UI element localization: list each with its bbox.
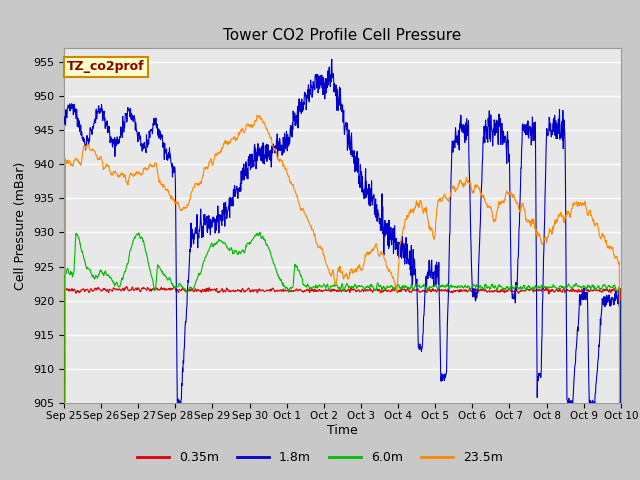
Y-axis label: Cell Pressure (mBar): Cell Pressure (mBar) [15, 161, 28, 290]
Legend: 0.35m, 1.8m, 6.0m, 23.5m: 0.35m, 1.8m, 6.0m, 23.5m [132, 446, 508, 469]
Text: TZ_co2prof: TZ_co2prof [67, 60, 145, 73]
Title: Tower CO2 Profile Cell Pressure: Tower CO2 Profile Cell Pressure [223, 28, 461, 43]
X-axis label: Time: Time [327, 424, 358, 437]
